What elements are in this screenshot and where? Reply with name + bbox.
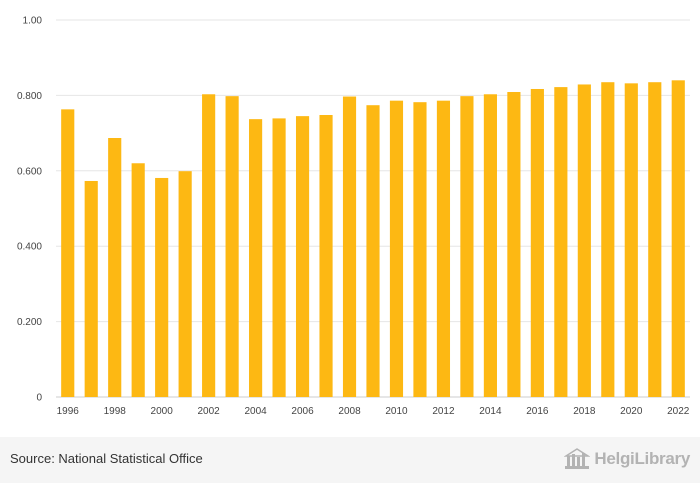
x-tick-label: 2004 xyxy=(244,406,267,417)
bar-1997[interactable] xyxy=(84,180,98,397)
bar-1998[interactable] xyxy=(108,138,122,397)
footer: Source: National Statistical Office Helg… xyxy=(0,437,700,483)
bar-2007[interactable] xyxy=(319,115,333,397)
bar-2010[interactable] xyxy=(389,100,404,397)
bar-2018[interactable] xyxy=(577,84,591,397)
bar-2002[interactable] xyxy=(202,94,216,398)
bar-2019[interactable] xyxy=(601,82,615,397)
bars xyxy=(61,80,685,398)
y-tick-label: 1.00 xyxy=(23,16,43,27)
bar-2009[interactable] xyxy=(366,105,380,398)
library-building-icon xyxy=(564,448,591,469)
bar-1996[interactable] xyxy=(61,109,75,397)
y-tick-label: 0.400 xyxy=(17,242,42,253)
y-tick-label: 0.600 xyxy=(17,166,42,177)
y-tick-label: 0 xyxy=(36,393,42,404)
x-axis-ticks: 1996 1998 2000 2002 2004 2006 2008 2010 2012 2014… xyxy=(57,406,690,417)
bar-1999[interactable] xyxy=(131,163,145,397)
bar-2005[interactable] xyxy=(272,118,286,397)
source-note: Source: National Statistical Office xyxy=(10,451,203,466)
bar-2006[interactable] xyxy=(295,116,310,397)
y-tick-label: 0.200 xyxy=(17,317,42,328)
x-tick-label: 2020 xyxy=(620,406,643,417)
x-tick-label: 2022 xyxy=(667,406,690,417)
x-tick-label: 2002 xyxy=(198,406,221,417)
bar-2004[interactable] xyxy=(249,119,263,397)
bar-chart: 0 0.200 0.400 0.600 0.800 1.00 1996 1998 2000 20… xyxy=(17,16,690,417)
x-tick-label: 2008 xyxy=(338,406,361,417)
bar-2022[interactable] xyxy=(671,80,685,397)
bar-2001[interactable] xyxy=(178,171,192,397)
bar-2011[interactable] xyxy=(413,102,427,397)
bar-2013[interactable] xyxy=(460,96,474,398)
x-tick-label: 2012 xyxy=(432,406,455,417)
x-tick-label: 2000 xyxy=(151,406,174,417)
x-tick-label: 2018 xyxy=(573,406,596,417)
x-tick-label: 2014 xyxy=(479,406,502,417)
bar-2012[interactable] xyxy=(436,100,451,397)
bar-2003[interactable] xyxy=(225,96,239,398)
x-tick-label: 2010 xyxy=(385,406,408,417)
x-tick-label: 1998 xyxy=(104,406,127,417)
x-tick-label: 2016 xyxy=(526,406,549,417)
bar-2014[interactable] xyxy=(483,94,497,398)
bar-2015[interactable] xyxy=(507,92,521,397)
y-tick-label: 0.800 xyxy=(17,91,42,102)
brand-name: HelgiLibrary xyxy=(594,449,690,468)
bar-2008[interactable] xyxy=(342,96,357,397)
bar-2017[interactable] xyxy=(554,87,568,397)
bar-2021[interactable] xyxy=(648,82,662,397)
x-tick-label: 2006 xyxy=(291,406,314,417)
x-tick-label: 1996 xyxy=(57,406,80,417)
bar-2020[interactable] xyxy=(624,83,638,397)
y-axis-ticks: 0 0.200 0.400 0.600 0.800 1.00 xyxy=(17,16,42,404)
bar-2000[interactable] xyxy=(155,177,169,397)
brand-logo[interactable]: HelgiLibrary xyxy=(564,446,690,472)
bar-2016[interactable] xyxy=(530,88,544,397)
